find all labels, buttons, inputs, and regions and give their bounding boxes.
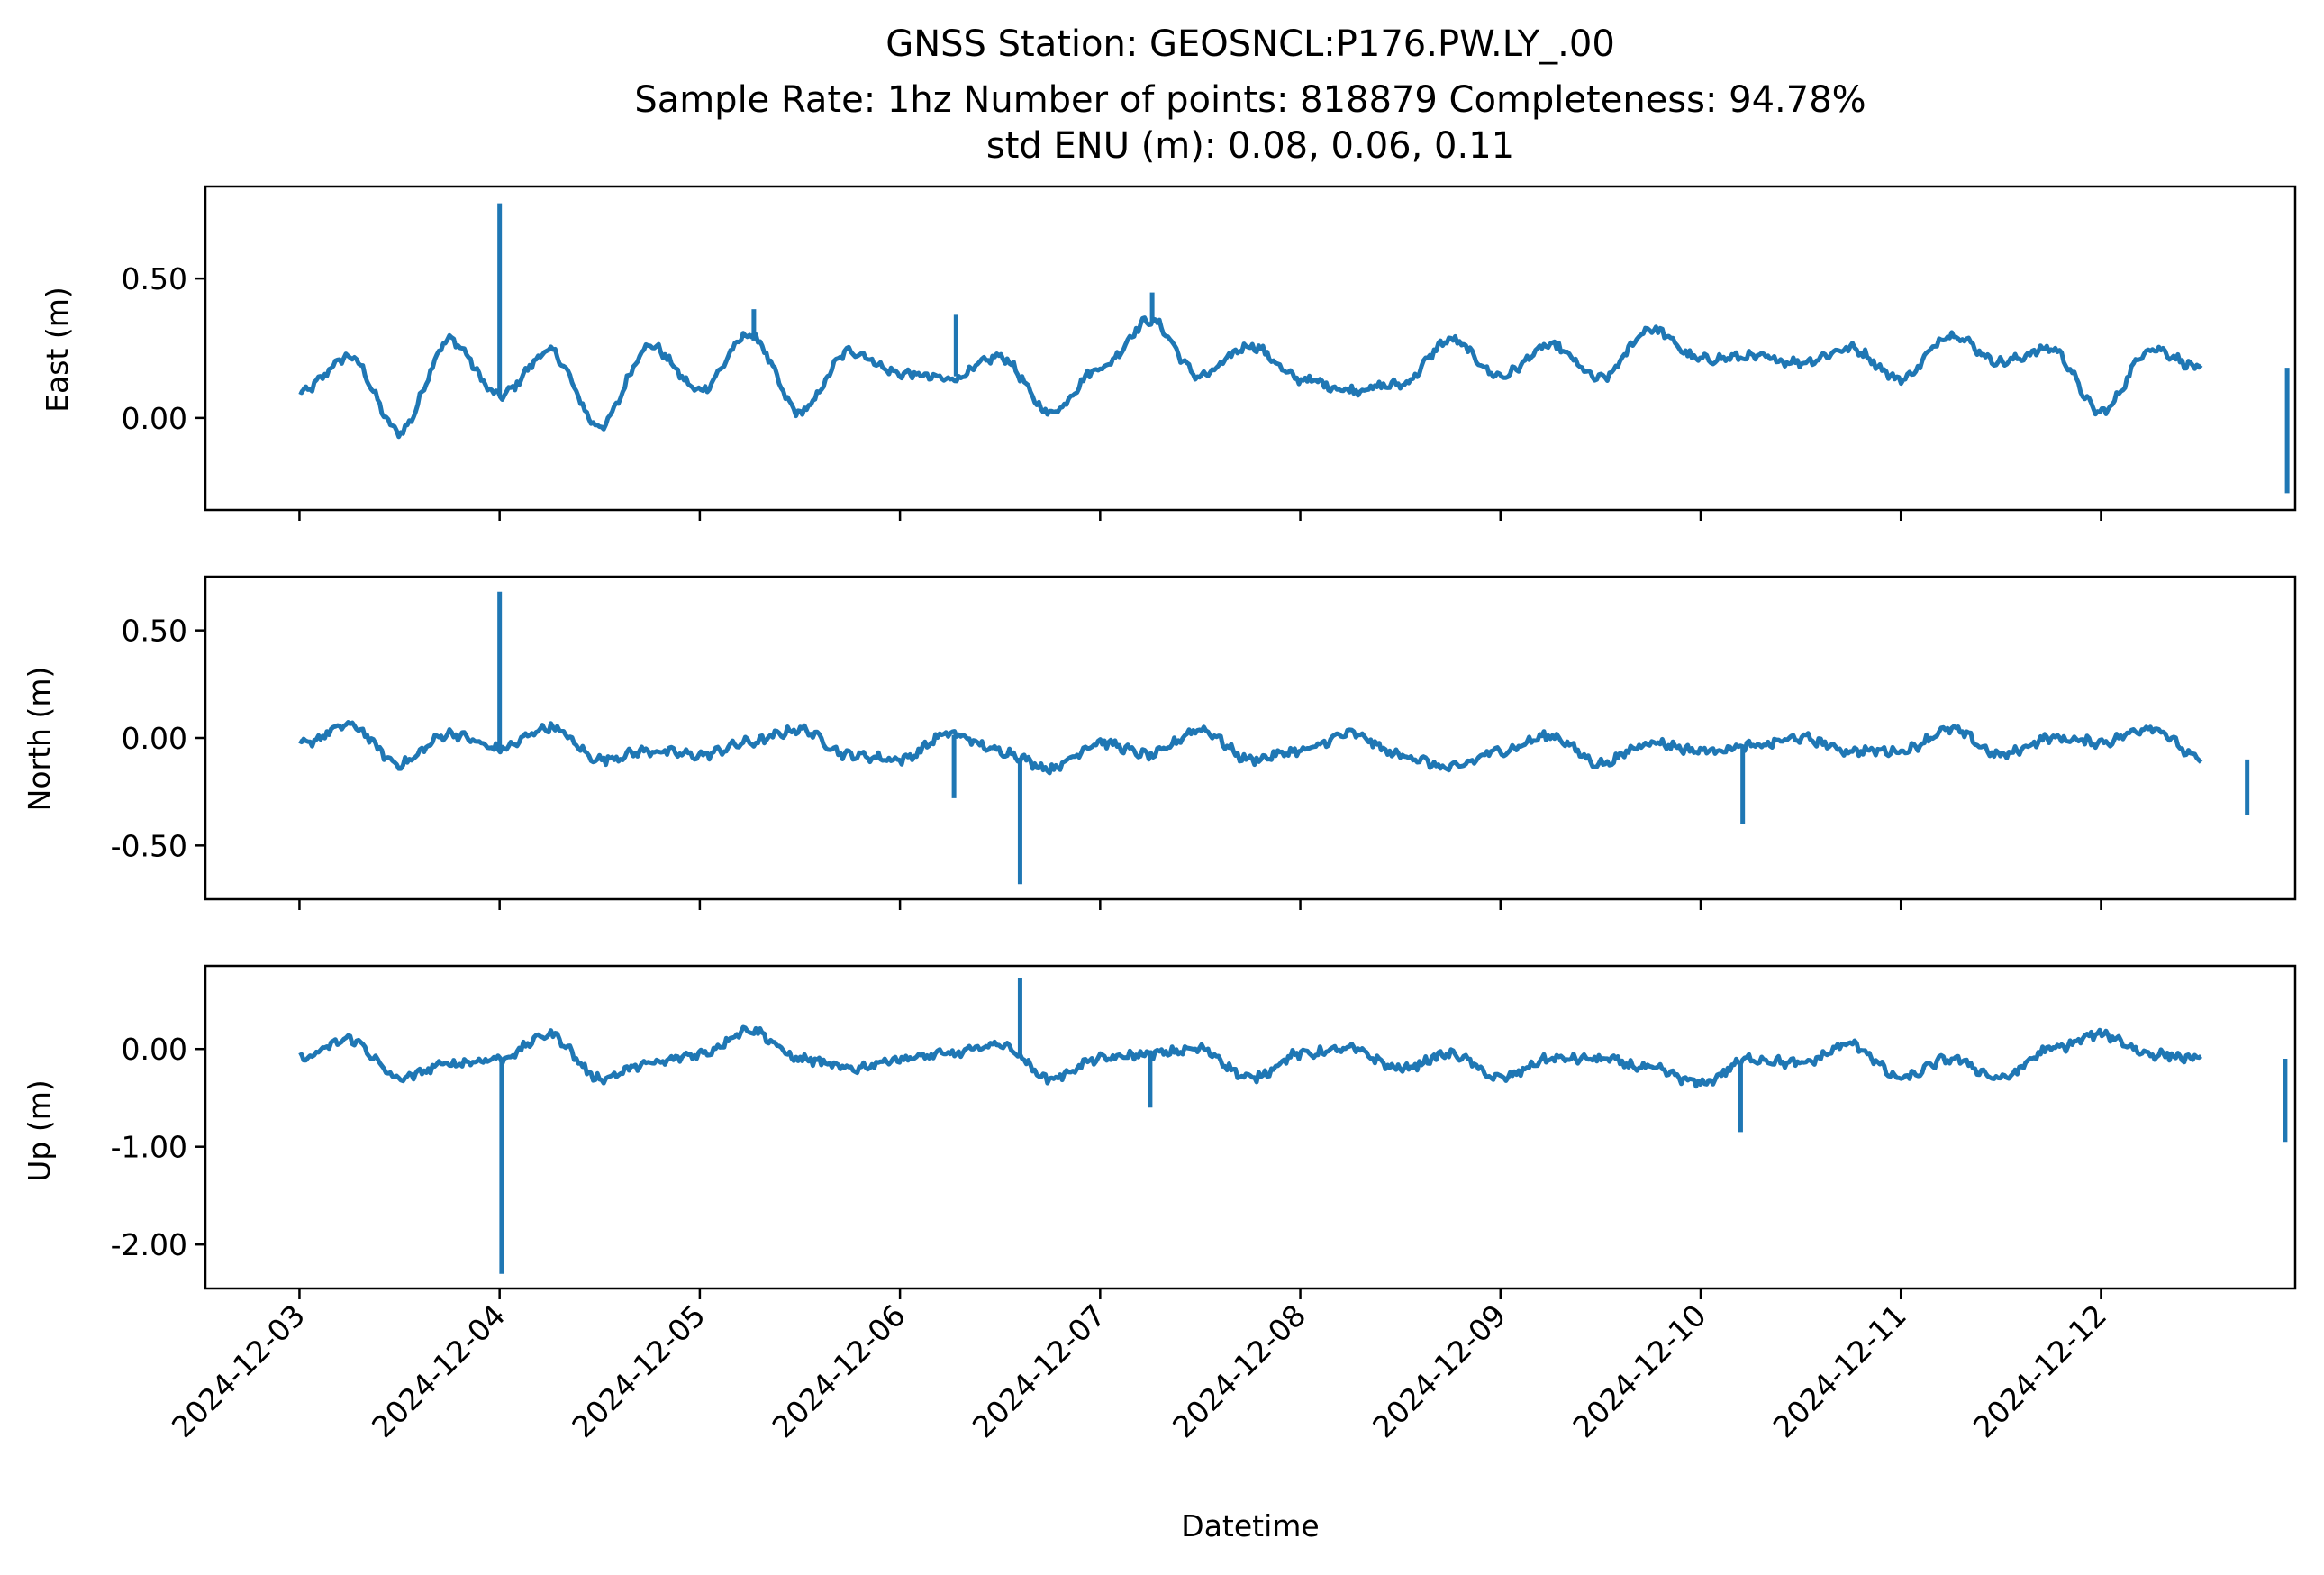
north-ylabel: North (m) bbox=[22, 667, 57, 812]
axes-frame bbox=[204, 964, 2297, 1290]
axes-frame bbox=[204, 185, 2297, 512]
y-tick-label: -2.00 bbox=[111, 1227, 187, 1262]
y-tick-label: 0.00 bbox=[122, 1032, 187, 1067]
up-panel: Up (m) -2.00 -1.00 0.00 bbox=[22, 964, 2297, 1299]
east-ylabel: East (m) bbox=[40, 287, 75, 413]
x-axis-label: Datetime bbox=[1181, 1508, 1319, 1543]
series-line-0 bbox=[298, 315, 2203, 440]
chart-title-line-3: std ENU (m): 0.08, 0.06, 0.11 bbox=[986, 125, 1514, 167]
y-tick-label: 0.50 bbox=[122, 614, 187, 649]
y-tick-label: 0.00 bbox=[122, 401, 187, 436]
north-panel: North (m) -0.50 0.00 0.50 bbox=[22, 575, 2297, 910]
chart-title-line-1: GNSS Station: GEOSNCL:P176.PW.LY_.00 bbox=[885, 23, 1615, 65]
y-tick-label: -1.00 bbox=[111, 1130, 187, 1165]
up-ylabel: Up (m) bbox=[22, 1079, 57, 1182]
y-tick-label: -0.50 bbox=[111, 828, 187, 863]
series-clip-group bbox=[298, 978, 2288, 1274]
y-tick-label: 0.50 bbox=[122, 261, 187, 296]
series-clip-group bbox=[298, 591, 2250, 885]
series-clip-group bbox=[298, 203, 2290, 494]
east-panel: East (m) 0.00 0.50 bbox=[40, 185, 2297, 521]
y-tick-label: 0.00 bbox=[122, 721, 187, 756]
series-line-1 bbox=[298, 720, 2203, 776]
series-line-2 bbox=[298, 1024, 2202, 1089]
chart-title-line-2: Sample Rate: 1hz Number of points: 81887… bbox=[634, 79, 1866, 121]
